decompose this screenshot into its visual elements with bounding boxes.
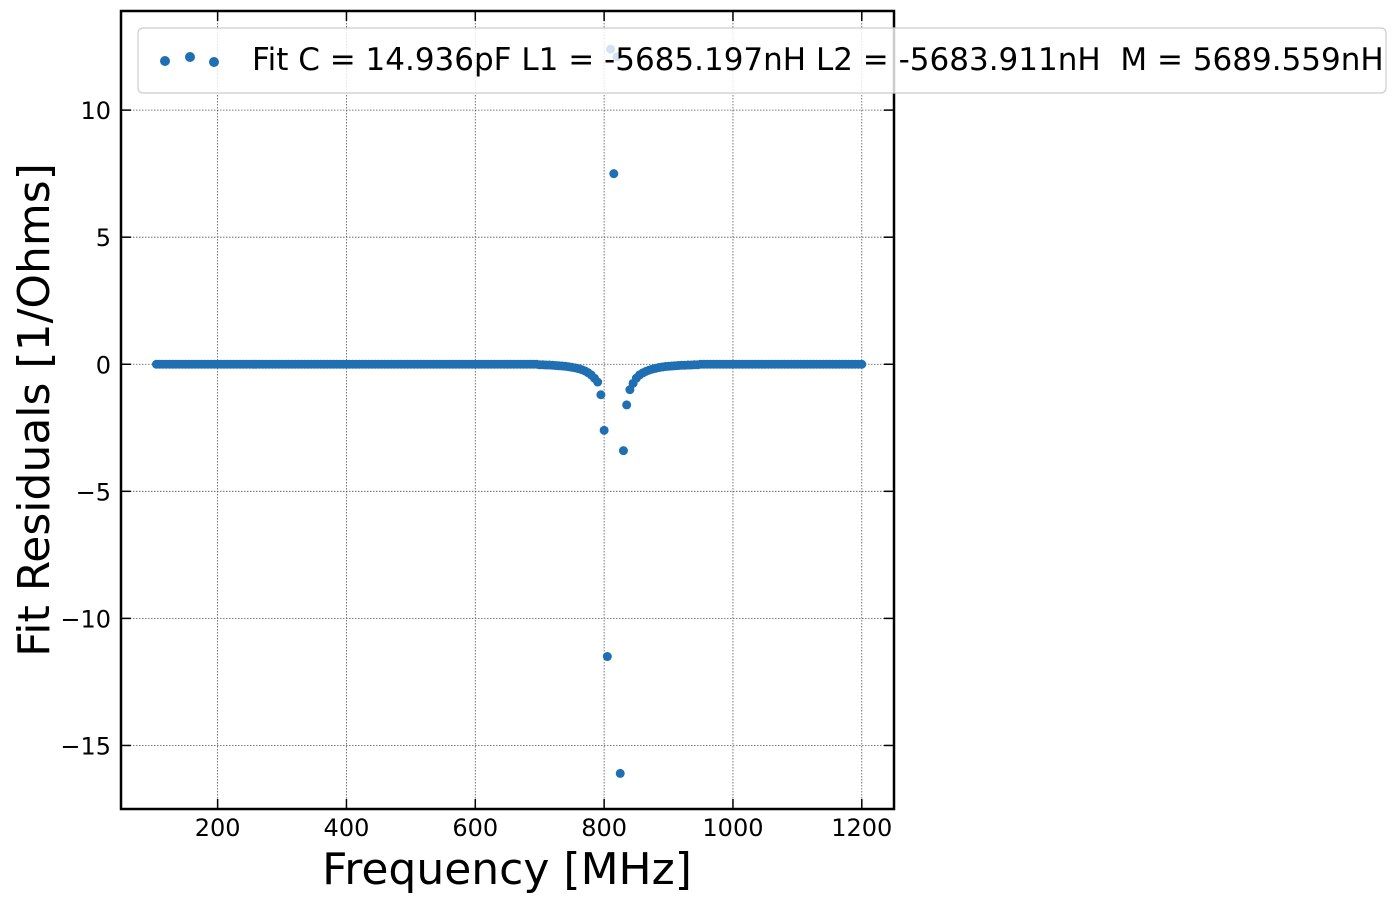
y-tick-label: −5	[76, 478, 111, 506]
x-tick-label: 1000	[702, 814, 763, 842]
x-tick-label: 200	[195, 814, 241, 842]
data-point	[857, 359, 867, 369]
x-tick-label: 1200	[831, 814, 892, 842]
legend-marker-dot	[185, 52, 195, 62]
x-axis-title: Frequency [MHz]	[322, 844, 692, 895]
data-point	[618, 446, 628, 456]
data-point	[622, 400, 632, 410]
legend: Fit C = 14.936pF L1 = -5685.197nH L2 = -…	[137, 27, 1387, 94]
data-point	[596, 390, 606, 400]
data-point	[602, 652, 612, 662]
x-tick-label: 800	[581, 814, 627, 842]
data-point	[593, 377, 603, 387]
plot-frame	[119, 9, 896, 811]
data-point	[693, 360, 703, 370]
data-points	[151, 44, 867, 778]
legend-marker	[160, 52, 219, 67]
y-tick-label: −15	[60, 732, 111, 760]
y-axis-title: Fit Residuals [1/Ohms]	[9, 163, 60, 657]
data-point	[599, 425, 609, 435]
legend-label: Fit C = 14.936pF L1 = -5685.197nH L2 = -…	[252, 42, 1384, 78]
data-point	[609, 169, 619, 179]
tick-labels: 200 400 600 800 1000 1200 −15 −10 −5 0 5 10	[60, 97, 892, 842]
y-tick-label: 0	[96, 351, 111, 379]
legend-marker-dot	[160, 56, 170, 66]
legend-marker-dot	[209, 57, 219, 67]
grid	[121, 11, 894, 809]
x-tick-label: 400	[324, 814, 370, 842]
y-tick-label: 5	[96, 224, 111, 252]
axis-ticks	[121, 11, 894, 809]
data-point	[615, 768, 625, 778]
legend-box	[137, 27, 1387, 94]
y-tick-label: 10	[80, 97, 111, 125]
y-tick-label: −10	[60, 605, 111, 633]
x-tick-label: 600	[452, 814, 498, 842]
